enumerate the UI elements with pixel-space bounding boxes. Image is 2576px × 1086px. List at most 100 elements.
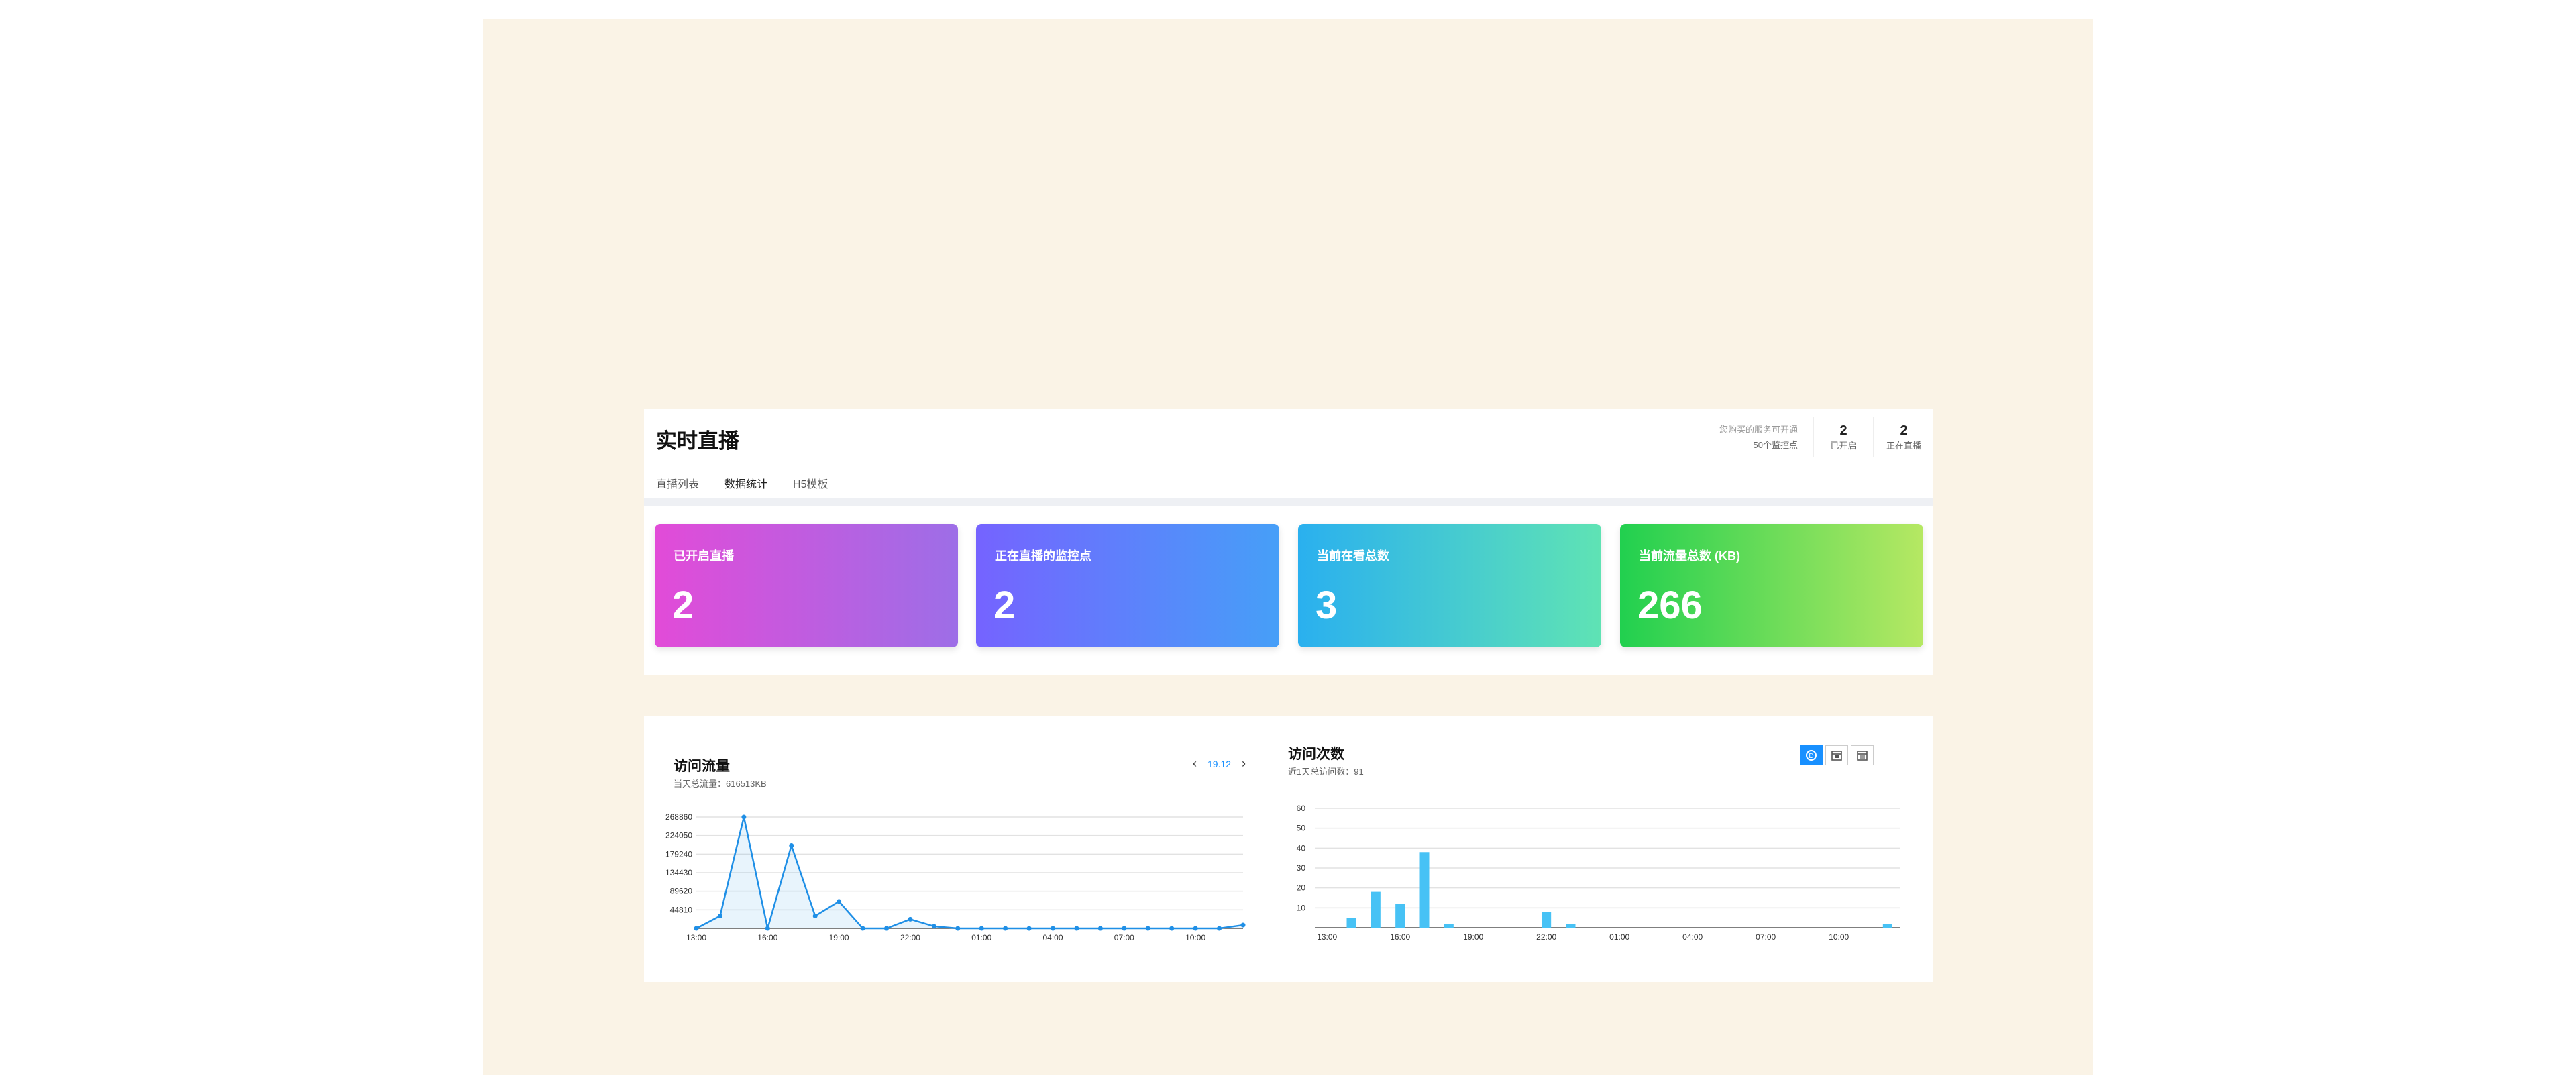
visits-chart-title: 访问次数: [1288, 747, 1344, 762]
y-tick-label: 134430: [665, 868, 692, 877]
card-value: 266: [1638, 584, 1703, 627]
bar: [1346, 918, 1356, 928]
visits-chart-subtitle: 近1天总访问数：91: [1288, 767, 1364, 777]
data-point: [1193, 926, 1198, 931]
page-title: 实时直播: [656, 429, 739, 453]
bar: [1419, 852, 1430, 928]
x-tick-label: 22:00: [1536, 932, 1556, 942]
stat-enabled: 2 已开启: [1813, 417, 1873, 457]
tab-live-list[interactable]: 直播列表: [656, 479, 700, 490]
x-tick-label: 01:00: [1609, 932, 1629, 942]
data-point: [789, 843, 794, 849]
data-point: [955, 926, 961, 931]
x-tick-label: 13:00: [686, 933, 706, 942]
view-toggle: D: [1797, 745, 1874, 765]
bar: [1444, 924, 1454, 928]
data-point: [1122, 926, 1127, 931]
stat-live: 2 正在直播: [1873, 417, 1933, 457]
card-live-monitors: 正在直播的监控点 2: [976, 524, 1279, 647]
data-point: [1051, 926, 1056, 931]
x-tick-label: 16:00: [757, 933, 777, 942]
x-tick-label: 10:00: [1185, 933, 1205, 942]
card-label: 正在直播的监控点: [995, 549, 1091, 563]
visits-bar-chart: 10 20 30 40 50 60 13:00 16:00 19:00 22:00 01:00 04:…: [1297, 804, 1900, 942]
y-tick-label: 179240: [665, 849, 692, 859]
chevron-right-icon[interactable]: ›: [1242, 757, 1246, 770]
y-tick-label: 30: [1297, 863, 1306, 873]
stat-enabled-label: 已开启: [1830, 441, 1857, 451]
tab-bar: 直播列表 数据统计 H5模板: [656, 471, 854, 502]
traffic-line-chart: 44810 89620 134430 179240 224050 268860 13:00 1…: [665, 812, 1246, 942]
data-point: [1026, 926, 1032, 931]
x-tick-label: 10:00: [1829, 932, 1849, 942]
svg-text:D: D: [1809, 753, 1813, 760]
section-divider: [644, 498, 1933, 506]
y-tick-label: 224050: [665, 831, 692, 840]
data-point: [717, 913, 722, 918]
tab-h5-template[interactable]: H5模板: [793, 479, 828, 490]
card-value: 2: [994, 584, 1016, 627]
bar: [1395, 904, 1405, 928]
bar: [1371, 891, 1381, 928]
week-calendar-icon[interactable]: [1825, 745, 1848, 765]
x-tick-label: 13:00: [1317, 932, 1337, 942]
x-tick-label: 19:00: [1463, 932, 1483, 942]
data-point: [979, 926, 984, 931]
quota-note: 您购买的服务可开通: [1719, 425, 1798, 435]
card-label: 已开启直播: [674, 549, 734, 563]
data-point: [908, 916, 913, 922]
visits-chart-block: 访问次数 近1天总访问数：91 D 10 20 30 40 50 60 13:00 16:00…: [1288, 716, 1933, 982]
series-line: [696, 816, 1244, 930]
month-calendar-icon[interactable]: [1851, 745, 1874, 765]
card-current-viewers: 当前在看总数 3: [1298, 524, 1601, 647]
data-point: [1097, 926, 1103, 931]
card-label: 当前在看总数: [1317, 549, 1389, 563]
data-point: [1003, 926, 1008, 931]
card-current-traffic: 当前流量总数 (KB) 266: [1620, 524, 1923, 647]
stat-enabled-value: 2: [1839, 423, 1847, 438]
data-point: [765, 926, 770, 931]
x-tick-label: 01:00: [971, 933, 991, 942]
card-enabled-streams: 已开启直播 2: [655, 524, 958, 647]
series-area: [696, 817, 1243, 928]
quota-text: 您购买的服务可开通 50个监控点: [1719, 417, 1813, 457]
data-point: [1240, 922, 1246, 928]
card-label: 当前流量总数 (KB): [1639, 549, 1740, 563]
x-tick-label: 19:00: [829, 933, 849, 942]
traffic-chart-block: 访问流量 当天总流量：616513KB ‹ 19.12 › 44810 89620…: [644, 716, 1288, 982]
data-point: [694, 926, 699, 931]
data-point: [1217, 926, 1222, 931]
x-tick-label: 16:00: [1390, 932, 1410, 942]
y-tick-label: 10: [1297, 903, 1306, 912]
data-point: [860, 926, 865, 931]
bar: [1542, 912, 1552, 928]
card-value: 2: [672, 584, 694, 627]
y-tick-label: 89620: [670, 887, 693, 896]
data-point: [883, 926, 889, 931]
x-tick-label: 22:00: [900, 933, 920, 942]
date-navigator: ‹ 19.12 ›: [1189, 757, 1250, 771]
data-point: [1169, 926, 1175, 931]
y-tick-label: 268860: [665, 812, 692, 822]
charts-panel: 访问流量 当天总流量：616513KB ‹ 19.12 › 44810 89620…: [644, 716, 1933, 982]
bar: [1566, 924, 1576, 928]
x-tick-label: 04:00: [1043, 933, 1063, 942]
traffic-chart-subtitle: 当天总流量：616513KB: [674, 779, 767, 789]
data-point: [741, 814, 747, 820]
y-tick-label: 50: [1297, 824, 1306, 833]
x-tick-label: 04:00: [1682, 932, 1703, 942]
bar: [1882, 924, 1892, 928]
y-tick-label: 44810: [670, 905, 693, 914]
y-tick-label: 20: [1297, 883, 1306, 893]
stat-live-label: 正在直播: [1886, 441, 1921, 451]
y-tick-label: 60: [1297, 804, 1306, 813]
day-view-icon[interactable]: D: [1800, 745, 1823, 765]
x-tick-label: 07:00: [1756, 932, 1776, 942]
data-point: [1074, 926, 1079, 931]
quota-summary: 您购买的服务可开通 50个监控点 2 已开启 2 正在直播: [1719, 417, 1933, 457]
chevron-left-icon[interactable]: ‹: [1193, 757, 1197, 770]
card-value: 3: [1316, 584, 1338, 627]
data-point: [1145, 926, 1150, 931]
data-point: [812, 913, 818, 918]
x-tick-label: 07:00: [1114, 933, 1134, 942]
